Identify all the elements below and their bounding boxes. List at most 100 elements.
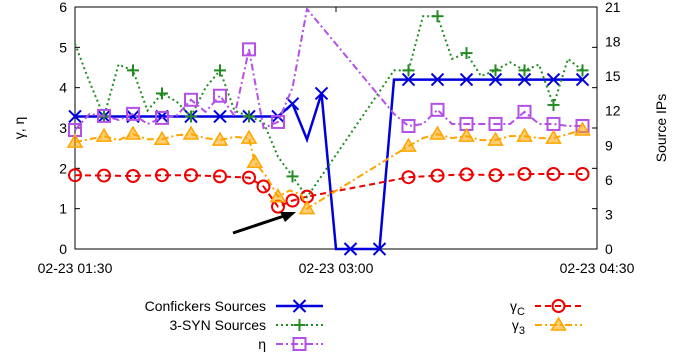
data-point [298, 200, 316, 215]
data-point [429, 125, 446, 140]
legend-swatch-marker [292, 337, 307, 351]
legend-entry-2: η [258, 336, 323, 352]
data-point [246, 153, 264, 169]
data-point [66, 133, 84, 148]
data-point [269, 188, 287, 203]
left-tick-label: 0 [59, 241, 67, 257]
data-point [211, 131, 229, 146]
data-point [285, 193, 300, 208]
data-point [285, 97, 300, 111]
data-point [97, 168, 111, 183]
right-tick-label: 15 [605, 68, 621, 84]
left-tick-label: 2 [59, 160, 67, 176]
legend-swatch-marker [550, 316, 567, 331]
left-tick-label: 1 [59, 201, 67, 217]
data-point [155, 110, 169, 125]
data-point [213, 169, 227, 184]
data-point [401, 118, 416, 133]
data-point [185, 110, 197, 123]
data-point [213, 88, 227, 103]
data-point [460, 47, 473, 60]
data-point [68, 168, 82, 183]
data-point [546, 72, 561, 87]
data-point [459, 72, 474, 87]
right-tick-label: 12 [605, 103, 621, 119]
legend-label-subscript: C [517, 306, 525, 318]
data-point [489, 64, 502, 77]
data-point [242, 170, 256, 185]
data-point [546, 166, 561, 181]
data-point [575, 166, 590, 181]
data-point [126, 106, 140, 121]
annotation-arrow-head [280, 212, 296, 222]
data-point [68, 109, 82, 124]
data-point [576, 64, 589, 77]
data-point [155, 168, 169, 183]
data-point [517, 166, 532, 181]
series-line [74, 173, 583, 208]
right-tick-label: 21 [605, 0, 621, 15]
right-tick-label: 3 [605, 206, 613, 222]
data-point [286, 170, 299, 183]
data-point [156, 87, 168, 100]
data-point [127, 64, 139, 77]
left-tick-label: 4 [59, 80, 67, 96]
x-tick-label: 02-23 03:00 [299, 260, 374, 276]
data-point [431, 10, 444, 23]
series-layer [66, 6, 591, 256]
series-4 [66, 121, 591, 215]
legend-entry-4: γ3 [512, 316, 582, 337]
legend-entry-3: γC [510, 298, 582, 318]
data-point [488, 168, 503, 183]
data-point [547, 98, 560, 111]
data-point [487, 131, 504, 146]
data-point [343, 242, 358, 256]
legend-swatch-marker [293, 319, 306, 331]
data-point [256, 179, 271, 194]
series-line [74, 6, 583, 131]
data-point [314, 86, 329, 101]
x-tick-label: 02-23 04:30 [560, 260, 635, 276]
legend-label: 3-SYN Sources [170, 317, 266, 333]
left-tick-label: 5 [59, 39, 67, 55]
x-tick-label: 02-23 01:30 [38, 260, 113, 276]
data-point [516, 127, 533, 142]
annotation-arrow-shaft [232, 214, 285, 235]
legend-label: γ3 [512, 317, 525, 337]
left-tick-label: 3 [59, 120, 67, 136]
legend-entry-0: Confickers Sources [145, 298, 323, 314]
data-point [430, 102, 445, 117]
data-point [240, 129, 258, 144]
data-point [243, 110, 255, 123]
right-tick-label: 9 [605, 137, 613, 153]
data-point [517, 72, 532, 87]
left-tick-label: 6 [59, 0, 67, 15]
data-point [214, 64, 226, 77]
series-line [74, 129, 583, 211]
data-point [372, 242, 387, 256]
data-point [402, 64, 415, 77]
right-tick-label: 18 [605, 34, 621, 50]
series-1 [74, 10, 589, 199]
data-point [459, 167, 474, 182]
right-tick-label: 6 [605, 172, 613, 188]
data-point [271, 114, 285, 129]
legend-swatch-marker [551, 299, 566, 313]
data-point [182, 125, 200, 140]
data-point [95, 127, 113, 142]
legend-swatch-marker [292, 299, 307, 313]
data-point [184, 168, 198, 183]
legend-label: Confickers Sources [145, 298, 266, 314]
data-point [400, 137, 417, 152]
annotation-layer [232, 212, 296, 235]
legend-entry-1: 3-SYN Sources [170, 317, 323, 333]
data-point [545, 129, 562, 144]
right-axis-title: Source IPs [653, 94, 669, 162]
right-tick-label: 0 [605, 241, 613, 257]
data-point [184, 92, 198, 107]
left-axis-title: γ, η [11, 117, 27, 140]
data-point [213, 109, 227, 124]
data-point [401, 170, 416, 185]
